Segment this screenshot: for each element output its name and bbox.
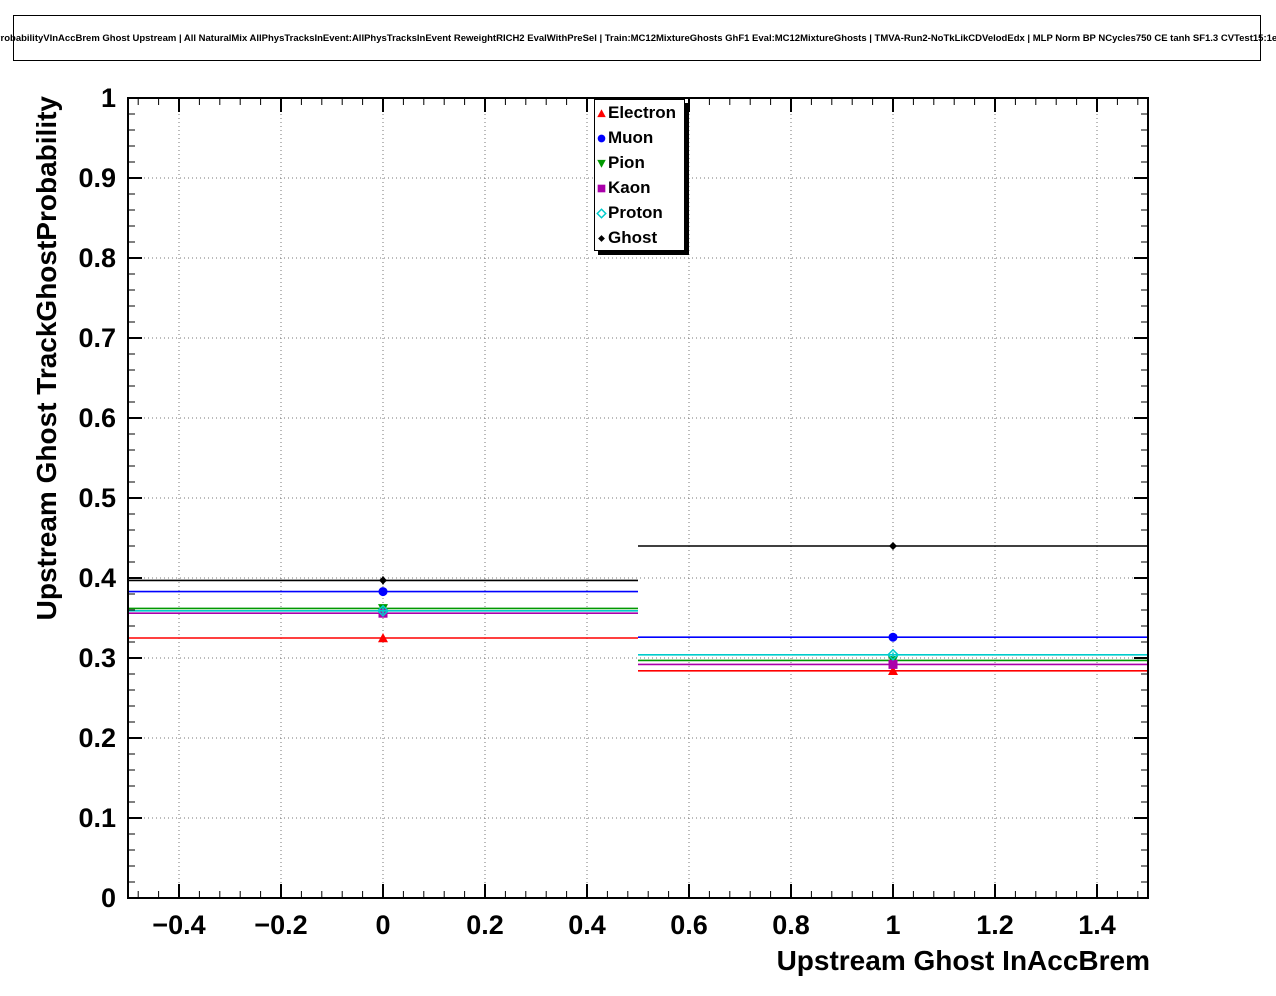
legend-item-proton: Proton [595,200,684,225]
triangle-down-marker-glyph [597,159,606,168]
pion-marker-icon [597,159,606,168]
diamond-marker-glyph [889,542,897,550]
legend-label-ghost: Ghost [608,228,658,247]
x-tick-label: 0 [375,910,390,940]
x-tick-label: 0.6 [670,910,708,940]
ghost-marker-icon [598,234,605,242]
y-tick-label: 0.7 [78,323,116,353]
x-tick-label: −0.2 [254,910,307,940]
y-tick-label: 0.3 [78,643,116,673]
legend-item-kaon: Kaon [595,175,684,200]
muon-marker-icon [597,134,606,142]
y-tick-label: 0.8 [78,243,116,273]
x-tick-label: 0.8 [772,910,810,940]
legend: Electron Muon Pion Kaon Proton Ghost [594,99,685,251]
legend-label-proton: Proton [608,203,663,222]
triangle-up-marker-glyph [888,665,898,676]
square-marker-glyph [888,659,898,669]
diamond-marker-glyph [598,234,605,242]
y-tick-label: 0.1 [78,803,116,833]
diamond-open-marker-glyph [596,207,607,219]
x-tick-label: 1.2 [976,910,1014,940]
y-tick-label: 0.4 [78,563,116,593]
legend-item-pion: Pion [595,150,684,175]
legend-label-electron: Electron [608,103,677,122]
circle-marker-glyph [378,587,388,597]
x-tick-label: 0.2 [466,910,504,940]
legend-label-pion: Pion [608,153,645,172]
legend-item-ghost: Ghost [595,225,684,250]
proton-marker-icon [596,207,607,219]
chart-title-pave: TrackGhostProbabilityVInAccBrem Ghost Up… [0,15,1276,61]
chart-title: TrackGhostProbabilityVInAccBrem Ghost Up… [0,32,1276,44]
electron-marker-icon [597,108,606,117]
kaon-marker-icon [597,184,606,192]
legend-item-electron: Electron [595,100,684,125]
x-tick-label: −0.4 [152,910,205,940]
x-tick-label: 1 [885,910,900,940]
triangle-up-marker-glyph [378,633,388,643]
x-tick-label: 1.4 [1078,910,1116,940]
legend-label-kaon: Kaon [608,178,651,197]
triangle-up-marker-glyph [597,108,606,117]
x-axis-title: Upstream Ghost InAccBrem [777,945,1150,976]
legend-item-muon: Muon [595,125,684,150]
y-tick-label: 0.6 [78,403,116,433]
y-tick-label: 0 [101,883,116,913]
diamond-marker-glyph [379,576,387,585]
y-axis-title: Upstream Ghost TrackGhostProbability [31,96,62,621]
diamond-open-marker-glyph [376,604,390,617]
y-tick-label: 0.2 [78,723,116,753]
circle-marker-glyph [888,632,898,642]
diamond-open-marker-glyph [886,648,900,661]
y-tick-label: 1 [101,83,116,113]
legend-label-muon: Muon [608,128,654,147]
y-tick-label: 0.5 [78,483,116,513]
square-marker-glyph [597,184,606,192]
y-tick-label: 0.9 [78,163,116,193]
circle-marker-glyph [597,134,606,142]
x-tick-label: 0.4 [568,910,606,940]
